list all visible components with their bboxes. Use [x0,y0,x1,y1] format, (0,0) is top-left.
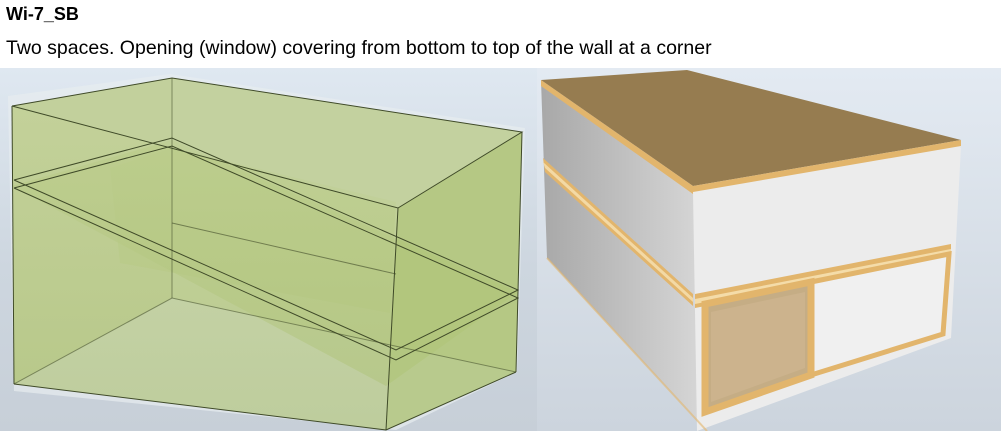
left-figure-spaces-view [0,68,537,431]
page-title: Wi-7_SB [6,4,79,24]
spaces-3d-illustration [0,68,537,431]
building-3d-illustration [537,68,1001,431]
page-description: Two spaces. Opening (window) covering fr… [6,37,712,59]
right-figure-building-view [537,68,1001,431]
